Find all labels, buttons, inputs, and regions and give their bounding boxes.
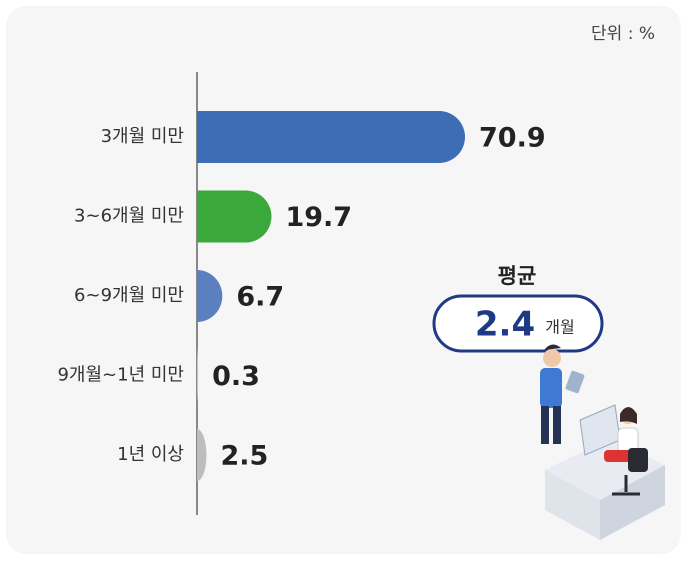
unit-note: 단위 : % xyxy=(591,24,655,44)
category-label: 1년 이상 xyxy=(117,444,184,465)
value-label: 6.7 xyxy=(236,282,284,313)
average-unit: 개월 xyxy=(545,318,574,337)
category-label: 9개월~1년 미만 xyxy=(57,365,184,386)
value-label: 0.3 xyxy=(212,361,260,392)
category-label: 6~9개월 미만 xyxy=(74,285,184,306)
value-label: 2.5 xyxy=(220,441,268,472)
bar xyxy=(197,191,271,243)
chart: 단위 : % 평균 2.4 개월 3개월 미만 70.9 3~6개월 미만 19.7 6… xyxy=(0,0,687,560)
man-leg xyxy=(541,406,549,444)
value-label: 70.9 xyxy=(479,123,546,154)
average-value: 2.4 xyxy=(475,305,535,345)
average-title: 평균 xyxy=(498,264,537,288)
bar xyxy=(197,111,465,163)
value-label: 19.7 xyxy=(285,202,352,233)
category-label: 3~6개월 미만 xyxy=(74,206,184,227)
man-leg xyxy=(553,406,561,444)
category-label: 3개월 미만 xyxy=(101,126,184,147)
man-head xyxy=(543,349,561,367)
chair-back xyxy=(628,448,648,472)
man-shirt xyxy=(540,368,562,408)
